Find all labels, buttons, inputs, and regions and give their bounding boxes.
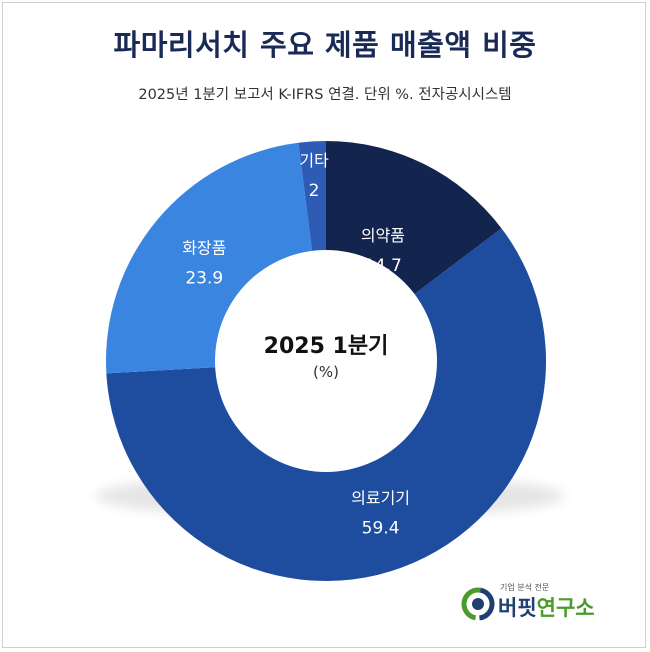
chart-title: 파마리서치 주요 제품 매출액 비중 [113, 28, 537, 62]
slice-value-2: 59.4 [362, 519, 400, 539]
slice-label-2: 의료기기 [351, 489, 410, 508]
slice-label-3: 화장품 [182, 239, 226, 258]
slice-value-4: 2 [309, 181, 320, 201]
slice-value-3: 23.9 [185, 269, 223, 289]
center-unit: (%) [313, 363, 339, 381]
center-label: 2025 1분기 [264, 334, 389, 359]
donut-hole [215, 250, 437, 472]
logo-tagline: 기업 분석 전문 [500, 583, 550, 592]
chart-subtitle: 2025년 1분기 보고서 K-IFRS 연결. 단위 %. 전자공시시스템 [138, 87, 512, 103]
logo-icon [461, 587, 495, 621]
slice-labels: 의약품 14.7 의료기기 59.4 화장품 23.9 기타 2 [182, 151, 410, 539]
logo-name: 버핏연구소 [498, 592, 595, 622]
slice-value-1: 14.7 [364, 256, 402, 276]
logo-name-accent: 연구소 [536, 596, 595, 620]
logo-name-main: 버핏 [498, 596, 537, 620]
slice-label-4: 기타 [299, 151, 329, 170]
brand-logo: 기업 분석 전문 버핏연구소 [460, 580, 630, 624]
slice-label-1: 의약품 [361, 226, 405, 245]
